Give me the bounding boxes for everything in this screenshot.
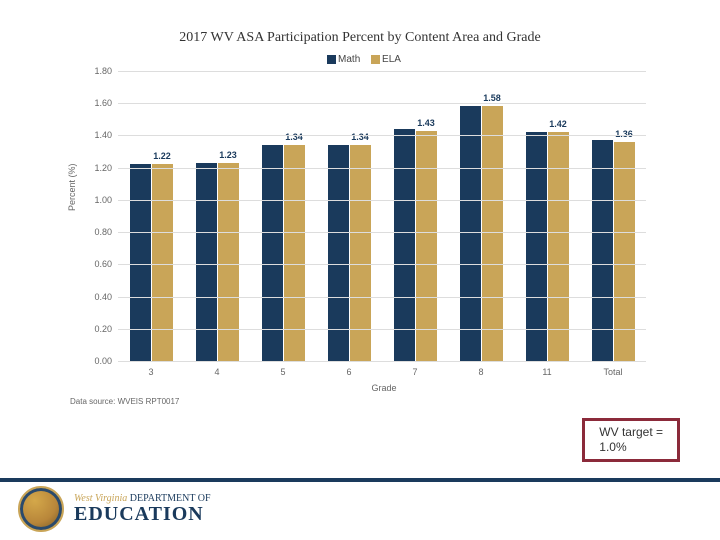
gridline [118, 232, 646, 233]
footer: West Virginia DEPARTMENT OF Education [0, 478, 720, 540]
bar-group: 1.221.223 [118, 71, 184, 361]
bar-ela: 1.22 [152, 164, 173, 361]
gridline [118, 200, 646, 201]
bar-value-label: 1.42 [549, 119, 567, 129]
target-line-2: 1.0% [599, 440, 663, 455]
gridline [118, 71, 646, 72]
y-tick: 0.80 [78, 227, 112, 237]
x-tick: 3 [118, 367, 184, 377]
bar-group: 1.341.345 [250, 71, 316, 361]
bar-group: 1.341.346 [316, 71, 382, 361]
bar-value-label: 1.22 [153, 151, 171, 161]
x-tick: 4 [184, 367, 250, 377]
y-tick: 0.40 [78, 292, 112, 302]
y-tick: 1.80 [78, 66, 112, 76]
participation-chart: 2017 WV ASA Participation Percent by Con… [70, 30, 650, 410]
bar-math: 1.22 [130, 164, 151, 361]
x-tick: 11 [514, 367, 580, 377]
chart-title: 2017 WV ASA Participation Percent by Con… [70, 30, 650, 46]
slide: 2017 WV ASA Participation Percent by Con… [0, 0, 720, 540]
gridline [118, 168, 646, 169]
y-tick: 0.20 [78, 324, 112, 334]
y-tick: 1.00 [78, 195, 112, 205]
logo-text: West Virginia DEPARTMENT OF Education [74, 494, 211, 524]
bar-value-label: 1.43 [417, 118, 435, 128]
bar-ela: 1.23 [218, 163, 239, 361]
bar-ela: 1.43 [416, 131, 437, 361]
bar-group: 1.441.437 [382, 71, 448, 361]
y-tick: 0.60 [78, 259, 112, 269]
bar-ela: 1.42 [548, 132, 569, 361]
y-tick: 1.20 [78, 163, 112, 173]
data-source-note: Data source: WVEIS RPT0017 [70, 397, 650, 406]
bar-value-label: 1.42 [527, 119, 545, 129]
x-tick: 7 [382, 367, 448, 377]
bar-groups: 1.221.2231.231.2341.341.3451.341.3461.44… [118, 71, 646, 361]
target-line-1: WV target = [599, 425, 663, 440]
y-axis-label: Percent (%) [67, 163, 77, 211]
legend-swatch-ela [371, 55, 380, 64]
bar-value-label: 1.34 [351, 132, 369, 142]
bar-value-label: 1.22 [131, 151, 149, 161]
bar-math: 1.42 [526, 132, 547, 361]
bar-group: 1.421.4211 [514, 71, 580, 361]
bar-value-label: 1.44 [395, 116, 413, 126]
gridline [118, 329, 646, 330]
chart-legend: Math ELA [70, 54, 650, 65]
legend-swatch-math [327, 55, 336, 64]
gridline [118, 361, 646, 362]
x-tick: 6 [316, 367, 382, 377]
y-tick: 1.40 [78, 130, 112, 140]
gridline [118, 135, 646, 136]
bar-value-label: 1.34 [329, 132, 347, 142]
state-seal-icon [18, 486, 64, 532]
wvde-logo: West Virginia DEPARTMENT OF Education [18, 486, 211, 532]
bar-value-label: 1.34 [263, 132, 281, 142]
x-axis-label: Grade [118, 383, 650, 393]
bar-value-label: 1.58 [483, 93, 501, 103]
bar-math: 1.23 [196, 163, 217, 361]
logo-bottom-line: Education [74, 504, 211, 524]
target-callout: WV target = 1.0% [582, 418, 680, 462]
plot-area: Percent (%) 1.221.2231.231.2341.341.3451… [118, 71, 646, 361]
bar-value-label: 1.36 [615, 129, 633, 139]
gridline [118, 297, 646, 298]
bar-value-label: 1.34 [285, 132, 303, 142]
legend-label-ela: ELA [382, 54, 401, 65]
y-tick: 1.60 [78, 98, 112, 108]
bar-value-label: 1.58 [461, 93, 479, 103]
x-tick: Total [580, 367, 646, 377]
footer-bar [0, 478, 720, 482]
bar-ela: 1.58 [482, 106, 503, 361]
legend-label-math: Math [338, 54, 360, 65]
bar-value-label: 1.23 [197, 150, 215, 160]
gridline [118, 103, 646, 104]
bar-group: 1.231.234 [184, 71, 250, 361]
gridline [118, 264, 646, 265]
bar-math: 1.58 [460, 106, 481, 361]
x-tick: 5 [250, 367, 316, 377]
bar-group: 1.371.36Total [580, 71, 646, 361]
bar-group: 1.581.588 [448, 71, 514, 361]
bar-value-label: 1.23 [219, 150, 237, 160]
y-tick: 0.00 [78, 356, 112, 366]
x-tick: 8 [448, 367, 514, 377]
bar-math: 1.44 [394, 129, 415, 361]
